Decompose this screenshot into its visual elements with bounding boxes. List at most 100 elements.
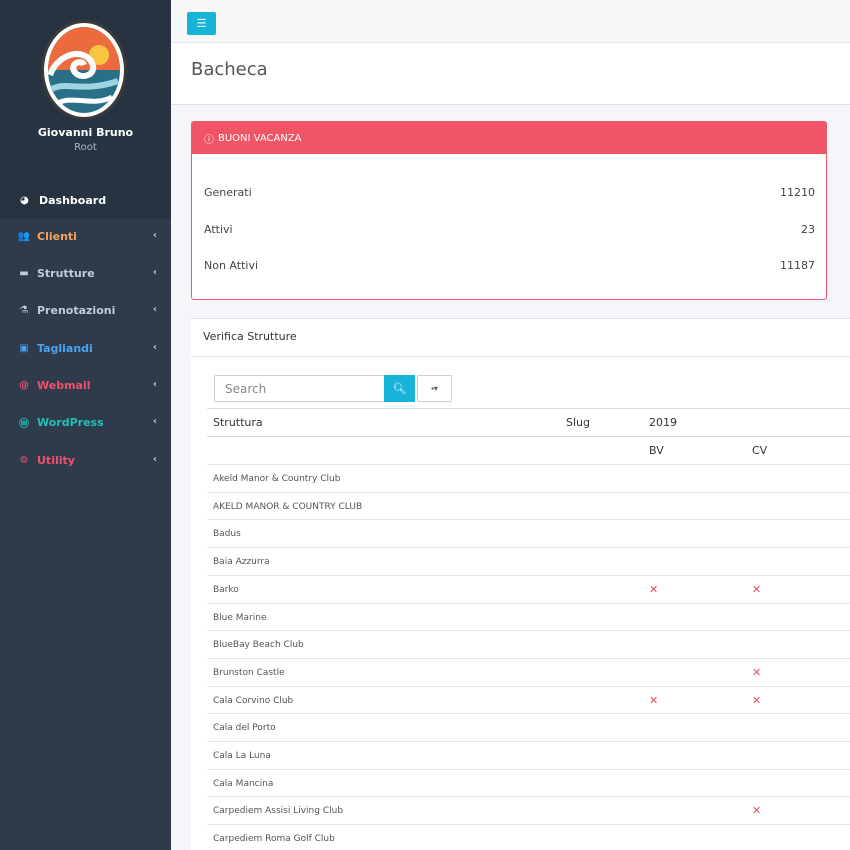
search-input[interactable] bbox=[214, 375, 384, 402]
nav-label: Webmail bbox=[37, 379, 91, 392]
table-row[interactable]: BlueBay Beach Club bbox=[207, 630, 850, 658]
columns-toggle-button[interactable]: ▪▾ bbox=[417, 375, 452, 402]
nav-label: Utility bbox=[37, 454, 75, 467]
bv-missing-icon: ✕ bbox=[649, 582, 659, 596]
chevron-left-icon: ‹ bbox=[152, 230, 157, 241]
stat-value: 11187 bbox=[780, 259, 815, 272]
bed-icon: ▬ bbox=[19, 268, 29, 279]
table-row[interactable]: Carpediem Roma Golf Club bbox=[207, 824, 850, 850]
cv-missing-icon: ✕ bbox=[752, 693, 762, 707]
stat-label: Attivi bbox=[204, 223, 233, 236]
row-struttura-name: Blue Marine bbox=[213, 612, 267, 623]
row-struttura-name: Baia Azzurra bbox=[213, 557, 270, 568]
row-struttura-name: Cala Corvino Club bbox=[213, 695, 294, 706]
nav-item-prenotazioni[interactable]: ⚗ Prenotazioni ‹ bbox=[0, 292, 171, 329]
cv-missing-icon: ✕ bbox=[752, 665, 762, 679]
table-row[interactable]: Cala Corvino Club ✕ ✕ bbox=[207, 685, 850, 714]
stat-value: 23 bbox=[801, 223, 815, 236]
row-struttura-name: Brunston Castle bbox=[213, 667, 285, 678]
row-struttura-name: Cala Mancina bbox=[213, 778, 274, 789]
nav-item-clienti[interactable]: 👥 Clienti ‹ bbox=[0, 218, 171, 255]
row-struttura-name: Akeld Manor & Country Club bbox=[213, 474, 341, 484]
bv-missing-icon: ✕ bbox=[649, 693, 659, 707]
table-header-row: Struttura Slug 2019 bbox=[207, 408, 850, 436]
verifica-strutture-card: Verifica Strutture 🔍︎ ▪▾ Struttura Slug … bbox=[191, 318, 850, 850]
top-bar: ☰ bbox=[171, 0, 850, 43]
buoni-vacanza-card: ⓘ BUONI VACANZA Generati 11210 Attivi 23… bbox=[191, 121, 827, 300]
table-row[interactable]: Blue Marine bbox=[207, 602, 850, 631]
info-circle-icon: ⓘ bbox=[204, 134, 214, 146]
cv-missing-icon: ✕ bbox=[752, 804, 762, 818]
stat-label: Non Attivi bbox=[204, 259, 259, 272]
content-header: Bacheca bbox=[171, 43, 850, 105]
table-subheader-row: BV CV bbox=[207, 436, 850, 464]
row-struttura-name: Cala La Luna bbox=[213, 751, 271, 761]
avatar[interactable] bbox=[41, 20, 127, 120]
row-struttura-name: Cala del Porto bbox=[213, 723, 276, 734]
row-struttura-name: Badus bbox=[213, 529, 241, 540]
row-struttura-name: AKELD MANOR & COUNTRY CLUB bbox=[213, 501, 363, 512]
chevron-left-icon: ‹ bbox=[152, 342, 157, 353]
stat-label: Generati bbox=[204, 186, 252, 199]
user-role: Root bbox=[74, 142, 97, 153]
user-panel: Giovanni Bruno Root ◕ Dashboard bbox=[0, 0, 171, 218]
table-row[interactable]: Brunston Castle ✕ bbox=[207, 657, 850, 686]
search-icon: 🔍︎ bbox=[392, 383, 407, 395]
wordpress-icon: Ⓦ bbox=[19, 419, 29, 430]
divider bbox=[191, 356, 850, 357]
nav-label: Strutture bbox=[37, 267, 95, 280]
row-struttura-name: BlueBay Beach Club bbox=[213, 640, 304, 651]
nav-label: Prenotazioni bbox=[37, 304, 116, 317]
table-row[interactable]: Cala La Luna bbox=[207, 741, 850, 769]
bars-icon: ☰ bbox=[196, 18, 207, 30]
stat-value: 11210 bbox=[780, 186, 815, 199]
users-icon: 👥 bbox=[17, 231, 31, 242]
chevron-left-icon: ‹ bbox=[152, 267, 157, 278]
row-struttura-name: Carpediem Assisi Living Club bbox=[213, 806, 344, 817]
table-row[interactable]: Cala Mancina bbox=[207, 768, 850, 797]
search-button[interactable]: 🔍︎ bbox=[384, 375, 415, 402]
flask-icon: ⚗ bbox=[19, 305, 29, 316]
table-row[interactable]: Badus bbox=[207, 519, 850, 547]
col-slug[interactable]: Slug bbox=[566, 416, 590, 429]
col-cv[interactable]: CV bbox=[752, 444, 768, 457]
nav-item-utility[interactable]: ⚙ Utility ‹ bbox=[0, 442, 171, 479]
stat-row-attivi: Attivi 23 bbox=[204, 223, 815, 243]
nav-label: Dashboard bbox=[39, 193, 107, 207]
dashboard-icon: ◕ bbox=[20, 194, 29, 206]
nav-item-wordpress[interactable]: Ⓦ WordPress ‹ bbox=[0, 404, 171, 441]
table-row[interactable]: Cala del Porto bbox=[207, 713, 850, 741]
at-icon: @ bbox=[19, 380, 29, 391]
cv-missing-icon: ✕ bbox=[752, 582, 762, 596]
wave-logo-icon bbox=[47, 27, 120, 113]
row-struttura-name: Barko bbox=[213, 584, 239, 595]
table-row[interactable]: Barko ✕ ✕ bbox=[207, 574, 850, 603]
nav-item-tagliandi[interactable]: ▣ Tagliandi ‹ bbox=[0, 330, 171, 367]
nav-item-dashboard[interactable]: ◕ Dashboard bbox=[0, 182, 171, 218]
page-title: Bacheca bbox=[191, 59, 268, 80]
col-year[interactable]: 2019 bbox=[649, 416, 677, 429]
col-struttura[interactable]: Struttura bbox=[213, 416, 263, 429]
table-row[interactable]: AKELD MANOR & COUNTRY CLUB bbox=[207, 491, 850, 520]
nav-label: Clienti bbox=[37, 230, 77, 243]
nav-label: WordPress bbox=[37, 416, 104, 429]
table-row[interactable]: Baia Azzurra bbox=[207, 547, 850, 575]
sidebar: Giovanni Bruno Root ◕ Dashboard 👥 Client… bbox=[0, 0, 171, 850]
nav-label: Tagliandi bbox=[37, 342, 93, 355]
table-row[interactable]: Carpediem Assisi Living Club ✕ bbox=[207, 796, 850, 824]
id-card-icon: ▣ bbox=[19, 343, 29, 354]
menu-toggle-button[interactable]: ☰ bbox=[187, 12, 216, 35]
row-struttura-name: Carpediem Roma Golf Club bbox=[213, 834, 335, 845]
user-name: Giovanni Bruno bbox=[37, 126, 134, 139]
stat-row-generati: Generati 11210 bbox=[204, 186, 815, 206]
verifica-title: Verifica Strutture bbox=[203, 330, 297, 343]
chevron-left-icon: ‹ bbox=[152, 416, 157, 427]
nav-item-webmail[interactable]: @ Webmail ‹ bbox=[0, 367, 171, 404]
nav-item-strutture[interactable]: ▬ Strutture ‹ bbox=[0, 255, 171, 292]
col-bv[interactable]: BV bbox=[649, 444, 664, 457]
stat-row-non-attivi: Non Attivi 11187 bbox=[204, 259, 815, 279]
columns-caret-icon: ▪▾ bbox=[431, 384, 438, 393]
chevron-left-icon: ‹ bbox=[152, 379, 157, 390]
buoni-vacanza-header: ⓘ BUONI VACANZA bbox=[192, 122, 826, 154]
table-row[interactable]: Akeld Manor & Country Club bbox=[207, 464, 850, 492]
